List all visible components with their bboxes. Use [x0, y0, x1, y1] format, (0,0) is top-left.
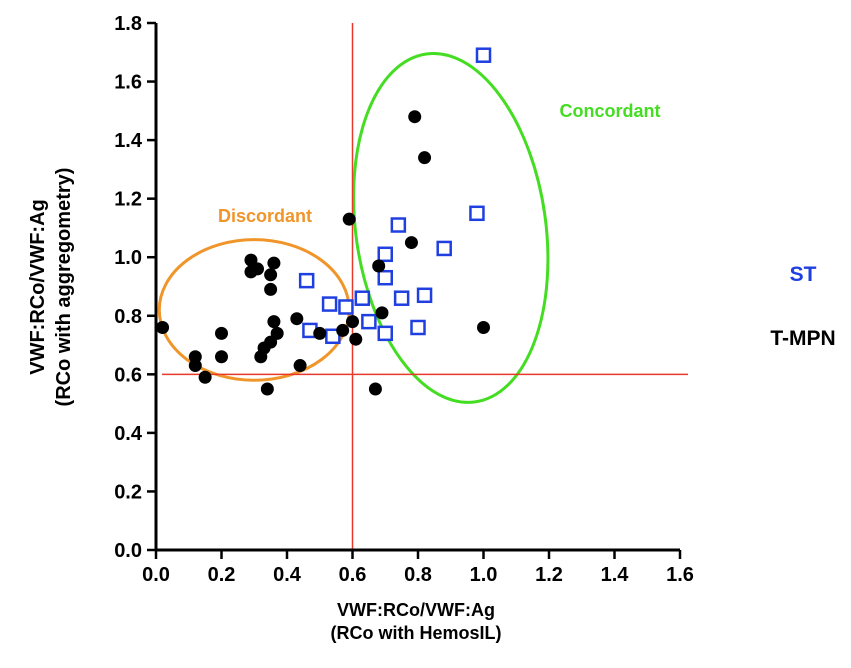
point-t-mpn — [408, 110, 422, 124]
y-tick-label: 0.2 — [114, 481, 142, 503]
x-tick-label: 0.8 — [404, 564, 432, 586]
point-st — [436, 240, 452, 257]
y-tick-label: 1.2 — [114, 189, 142, 211]
point-t-mpn — [188, 359, 202, 373]
point-t-mpn — [404, 236, 418, 250]
point-t-mpn — [418, 151, 432, 165]
point-st — [361, 313, 377, 330]
point-t-mpn — [264, 282, 278, 296]
point-t-mpn — [313, 326, 327, 340]
x-tick-label: 0.0 — [142, 564, 170, 586]
y-tick-label: 0.6 — [114, 364, 142, 386]
point-t-mpn — [260, 382, 274, 396]
point-st — [321, 296, 338, 312]
region-ellipse-concordant — [352, 51, 550, 404]
point-st — [390, 217, 407, 233]
x-tick-label: 1.0 — [470, 564, 498, 586]
x-tick-label: 0.2 — [208, 564, 236, 586]
annotations: Concordant Discordant — [218, 101, 661, 226]
point-st — [475, 47, 492, 63]
y-axis-title-line-1: VWF:RCo/VWF:Ag — [27, 199, 49, 375]
point-st — [377, 325, 393, 342]
point-st — [354, 290, 371, 306]
y-ticks: 0.0 0.2 0.4 0.6 0.8 1.0 1.2 1.4 1.6 1.8 — [114, 13, 156, 562]
point-t-mpn — [336, 323, 350, 337]
x-tick-label: 0.4 — [273, 564, 302, 586]
point-st — [469, 205, 485, 222]
point-t-mpn — [375, 306, 389, 320]
point-t-mpn — [372, 259, 386, 273]
y-tick-label: 0.8 — [114, 306, 142, 328]
point-st — [416, 287, 433, 304]
point-t-mpn — [477, 320, 490, 334]
point-st — [393, 290, 410, 306]
x-axis-title-line-2: (RCo with HemosIL) — [331, 623, 502, 643]
point-st — [325, 328, 341, 345]
point-t-mpn — [342, 212, 356, 226]
point-t-mpn — [215, 326, 228, 340]
point-t-mpn — [267, 315, 281, 329]
point-t-mpn — [215, 350, 228, 364]
point-st — [410, 319, 426, 336]
point-t-mpn — [267, 256, 281, 270]
y-tick-label: 0.4 — [114, 423, 143, 445]
annotation-concordant: Concordant — [560, 101, 661, 121]
legend: ST T-MPN — [770, 263, 835, 350]
y-axis-title-line-2: (RCo with aggregometry) — [53, 168, 75, 407]
legend-entry-t-mpn: T-MPN — [770, 327, 835, 350]
y-tick-label: 1.8 — [114, 13, 142, 35]
x-tick-label: 1.6 — [666, 564, 694, 586]
point-t-mpn — [156, 320, 170, 334]
point-st — [338, 299, 354, 315]
y-tick-label: 1.6 — [114, 72, 142, 94]
y-tick-label: 1.4 — [114, 130, 143, 152]
point-t-mpn — [251, 262, 265, 276]
point-t-mpn — [198, 370, 212, 384]
x-axis-title-line-1: VWF:RCo/VWF:Ag — [337, 600, 495, 620]
x-tick-label: 1.2 — [535, 564, 563, 586]
point-st — [377, 269, 393, 286]
legend-entry-st: ST — [790, 263, 817, 286]
data-points — [156, 47, 492, 396]
point-t-mpn — [346, 315, 359, 329]
point-t-mpn — [368, 382, 382, 396]
annotation-discordant: Discordant — [218, 206, 312, 226]
x-tick-label: 1.4 — [601, 564, 630, 586]
reference-lines — [162, 23, 688, 550]
y-tick-label: 0.0 — [114, 540, 142, 562]
x-ticks: 0.0 0.2 0.4 0.6 0.8 1.0 1.2 1.4 1.6 — [142, 550, 694, 586]
x-tick-label: 0.6 — [339, 564, 367, 586]
point-st — [377, 246, 393, 263]
y-tick-label: 1.0 — [114, 247, 142, 269]
point-t-mpn — [254, 350, 268, 364]
point-t-mpn — [293, 359, 307, 373]
point-st — [298, 272, 315, 289]
point-t-mpn — [290, 312, 304, 326]
point-t-mpn — [349, 332, 363, 346]
point-t-mpn — [264, 268, 278, 282]
